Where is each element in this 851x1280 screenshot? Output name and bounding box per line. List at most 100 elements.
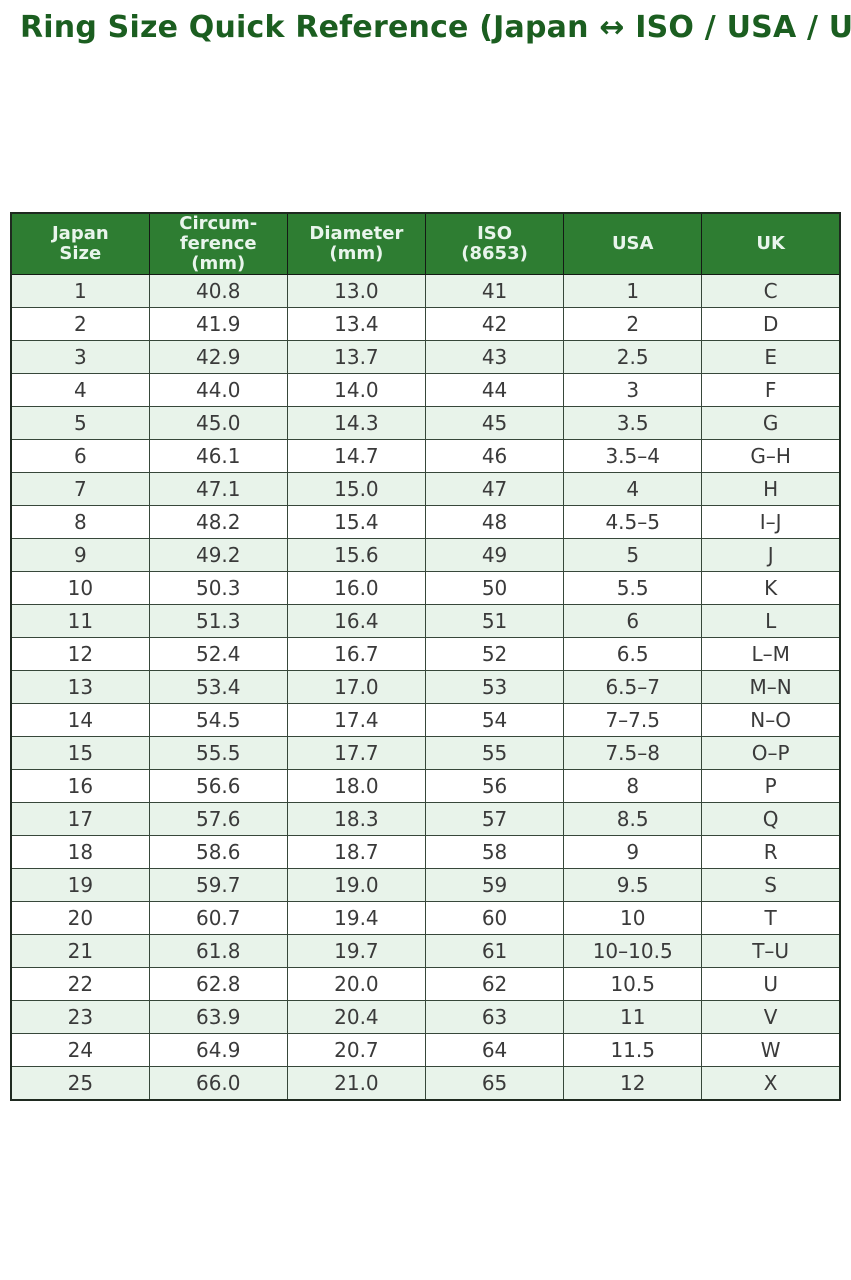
table-cell: 49	[424, 538, 565, 573]
table-cell: 52	[424, 637, 565, 672]
table-cell: 61.8	[148, 934, 288, 969]
table-row: 18 58.6 18.7 58 9 R	[10, 835, 841, 870]
table-cell: K	[701, 571, 841, 606]
column-header-2: Diameter (mm)	[286, 212, 426, 276]
table-cell: 54.5	[148, 703, 288, 738]
table-cell: 55.5	[148, 736, 288, 771]
table-cell: R	[701, 835, 841, 870]
table-row: 21 61.8 19.7 61 10–10.5 T–U	[10, 934, 841, 969]
table-row: 15 55.5 17.7 55 7.5–8 O–P	[10, 736, 841, 771]
table-cell: 3	[563, 373, 703, 408]
table-cell: 44.0	[148, 373, 288, 408]
table-cell: 13	[10, 670, 150, 705]
table-cell: 21	[10, 934, 150, 969]
table-cell: 48.2	[148, 505, 288, 540]
page-title: Ring Size Quick Reference (Japan ↔ ISO /…	[20, 10, 851, 45]
table-cell: 56	[424, 769, 565, 804]
table-cell: 20.0	[286, 967, 426, 1002]
table-cell: 8	[563, 769, 703, 804]
table-cell: 17	[10, 802, 150, 837]
table-cell: 3	[10, 340, 150, 375]
table-cell: 53.4	[148, 670, 288, 705]
table-cell: 1	[10, 274, 150, 309]
table-cell: 8	[10, 505, 150, 540]
table-row: 1 40.8 13.0 41 1 C	[10, 274, 841, 309]
table-cell: 15.0	[286, 472, 426, 507]
table-row: 24 64.9 20.7 64 11.5 W	[10, 1033, 841, 1068]
table-cell: 17.4	[286, 703, 426, 738]
table-cell: D	[701, 307, 841, 342]
table-row: 8 48.2 15.4 48 4.5–5 I–J	[10, 505, 841, 540]
table-cell: 9	[563, 835, 703, 870]
table-cell: 12	[10, 637, 150, 672]
table-cell: 45	[424, 406, 565, 441]
table-row: 7 47.1 15.0 47 4 H	[10, 472, 841, 507]
table-cell: 19.4	[286, 901, 426, 936]
table-cell: 40.8	[148, 274, 288, 309]
table-cell: 13.4	[286, 307, 426, 342]
table-cell: 49.2	[148, 538, 288, 573]
table-cell: 16	[10, 769, 150, 804]
table-cell: 4	[563, 472, 703, 507]
table-cell: 46	[424, 439, 565, 474]
table-cell: 3.5	[563, 406, 703, 441]
table-cell: E	[701, 340, 841, 375]
table-cell: 12	[563, 1066, 703, 1101]
table-cell: 47.1	[148, 472, 288, 507]
ring-size-table: Japan Size Circum- ference (mm) Diameter (…	[10, 212, 841, 1102]
table-cell: 14	[10, 703, 150, 738]
table-cell: H	[701, 472, 841, 507]
table-cell: 13.7	[286, 340, 426, 375]
table-row: 22 62.8 20.0 62 10.5 U	[10, 967, 841, 1002]
table-cell: 10	[563, 901, 703, 936]
column-header-5: UK	[701, 212, 841, 276]
table-cell: L	[701, 604, 841, 639]
table-row: 25 66.0 21.0 65 12 X	[10, 1066, 841, 1101]
table-cell: 10.5	[563, 967, 703, 1002]
table-cell: 41.9	[148, 307, 288, 342]
table-cell: 25	[10, 1066, 150, 1101]
table-cell: F	[701, 373, 841, 408]
table-cell: 7.5–8	[563, 736, 703, 771]
table-header-row: Japan Size Circum- ference (mm) Diameter (…	[10, 212, 841, 276]
table-cell: 18.7	[286, 835, 426, 870]
table-cell: 6.5	[563, 637, 703, 672]
table-cell: 6	[10, 439, 150, 474]
table-cell: 16.4	[286, 604, 426, 639]
table-row: 4 44.0 14.0 44 3 F	[10, 373, 841, 408]
table-row: 6 46.1 14.7 46 3.5–4 G–H	[10, 439, 841, 474]
table-header: Japan Size Circum- ference (mm) Diameter (…	[10, 212, 841, 276]
table-cell: P	[701, 769, 841, 804]
table-cell: 19	[10, 868, 150, 903]
table-cell: 48	[424, 505, 565, 540]
table-cell: G–H	[701, 439, 841, 474]
table-cell: 10	[10, 571, 150, 606]
table-cell: 58.6	[148, 835, 288, 870]
table-cell: 11.5	[563, 1033, 703, 1068]
table-cell: L–M	[701, 637, 841, 672]
table-cell: 4.5–5	[563, 505, 703, 540]
table-cell: 57.6	[148, 802, 288, 837]
table-cell: 14.3	[286, 406, 426, 441]
table-row: 17 57.6 18.3 57 8.5 Q	[10, 802, 841, 837]
table-cell: 53	[424, 670, 565, 705]
table-cell: 62.8	[148, 967, 288, 1002]
table-cell: 20.7	[286, 1033, 426, 1068]
table-cell: 10–10.5	[563, 934, 703, 969]
table-cell: 3.5–4	[563, 439, 703, 474]
table-cell: 47	[424, 472, 565, 507]
table-cell: 18	[10, 835, 150, 870]
table-cell: 64	[424, 1033, 565, 1068]
table-cell: 42.9	[148, 340, 288, 375]
table-cell: 50.3	[148, 571, 288, 606]
table-cell: 60.7	[148, 901, 288, 936]
column-header-1: Circum- ference (mm)	[148, 212, 288, 276]
column-header-4: USA	[563, 212, 703, 276]
table-cell: 21.0	[286, 1066, 426, 1101]
table-cell: 7–7.5	[563, 703, 703, 738]
table-row: 16 56.6 18.0 56 8 P	[10, 769, 841, 804]
table-row: 5 45.0 14.3 45 3.5 G	[10, 406, 841, 441]
table-cell: 65	[424, 1066, 565, 1101]
table-cell: 57	[424, 802, 565, 837]
table-cell: T–U	[701, 934, 841, 969]
